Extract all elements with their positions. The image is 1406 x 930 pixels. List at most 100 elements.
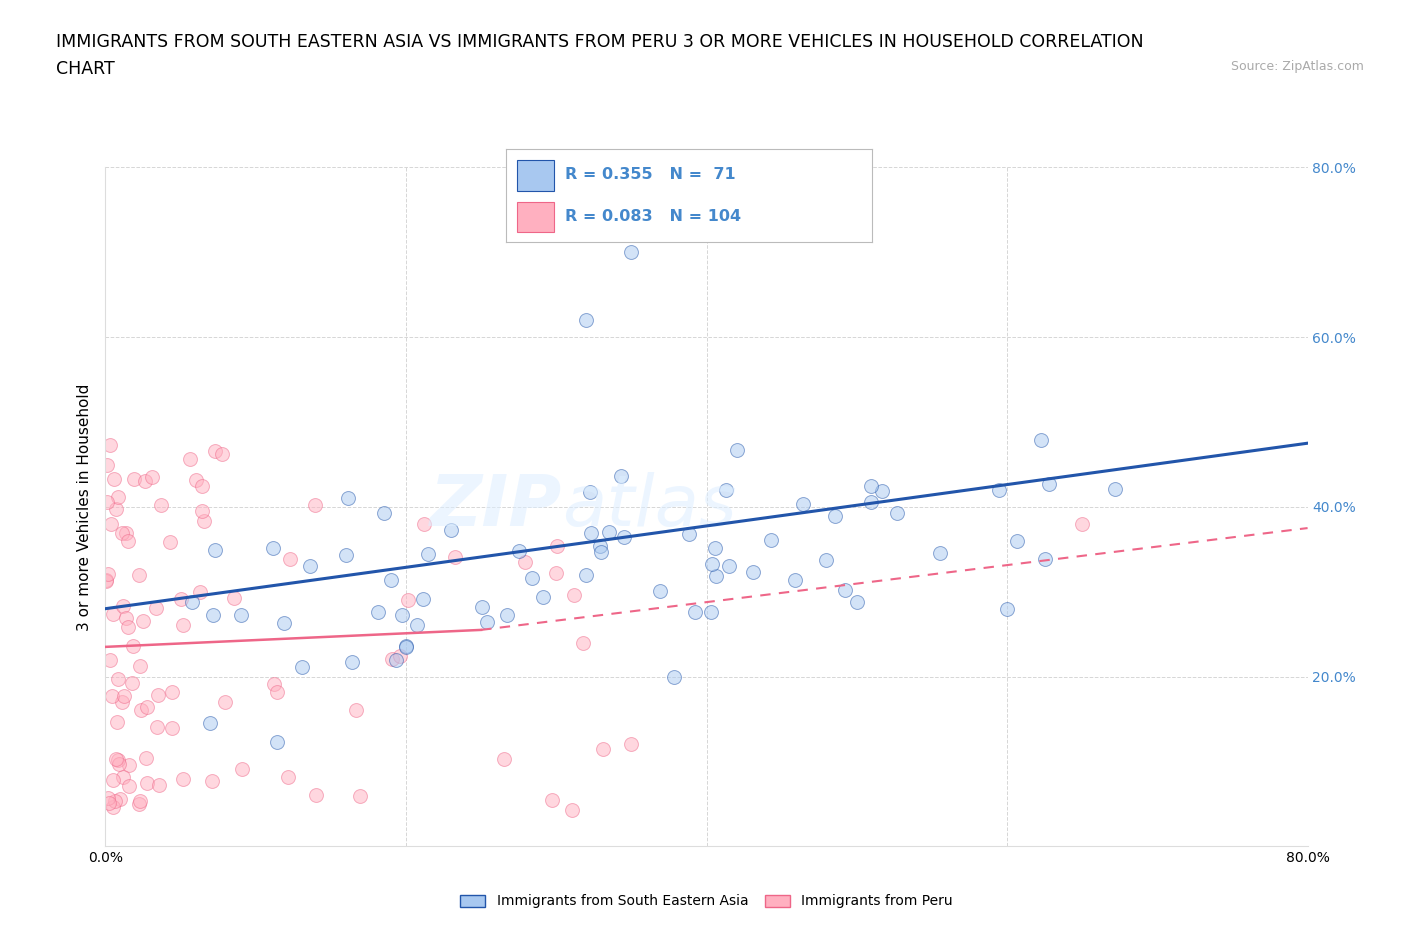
Point bbox=[118, 778, 141, 793]
Point bbox=[170, 591, 193, 606]
Point bbox=[266, 684, 288, 699]
Point bbox=[1031, 432, 1053, 447]
Point bbox=[149, 498, 172, 512]
Point bbox=[129, 658, 152, 673]
Point bbox=[561, 802, 583, 817]
Point bbox=[160, 684, 183, 699]
Point bbox=[1005, 534, 1028, 549]
Point bbox=[160, 721, 183, 736]
Point bbox=[544, 566, 567, 581]
Point bbox=[128, 793, 150, 808]
Point bbox=[620, 737, 643, 751]
Text: Source: ZipAtlas.com: Source: ZipAtlas.com bbox=[1230, 60, 1364, 73]
Point bbox=[416, 546, 439, 561]
Point bbox=[824, 508, 846, 523]
Point bbox=[610, 469, 633, 484]
Point bbox=[575, 567, 598, 582]
Point bbox=[180, 594, 202, 609]
Point bbox=[111, 525, 134, 540]
Point bbox=[620, 245, 643, 259]
Point bbox=[700, 604, 723, 619]
Point bbox=[1104, 482, 1126, 497]
Point bbox=[112, 688, 135, 703]
Point bbox=[513, 555, 536, 570]
Point bbox=[664, 670, 686, 684]
Point bbox=[405, 618, 427, 632]
Point bbox=[613, 529, 636, 544]
Point bbox=[475, 615, 498, 630]
Point bbox=[104, 501, 127, 516]
Point bbox=[135, 751, 157, 765]
Point bbox=[520, 570, 543, 585]
Point bbox=[108, 756, 131, 771]
Point bbox=[598, 525, 620, 539]
Point bbox=[589, 538, 612, 553]
Point bbox=[380, 572, 402, 587]
Point bbox=[107, 671, 129, 686]
Point bbox=[716, 483, 738, 498]
Point bbox=[262, 540, 284, 555]
Point bbox=[562, 588, 585, 603]
Point bbox=[546, 538, 568, 553]
Point bbox=[136, 776, 159, 790]
Point bbox=[103, 472, 125, 486]
Point bbox=[122, 472, 145, 486]
Point bbox=[995, 602, 1018, 617]
Point bbox=[96, 458, 118, 472]
Legend: Immigrants from South Eastern Asia, Immigrants from Peru: Immigrants from South Eastern Asia, Immi… bbox=[456, 889, 957, 914]
Point bbox=[391, 607, 413, 622]
Point bbox=[211, 446, 233, 461]
Point bbox=[117, 758, 139, 773]
Point bbox=[335, 548, 357, 563]
Point bbox=[145, 720, 167, 735]
Point bbox=[273, 615, 295, 630]
Point bbox=[146, 688, 169, 703]
Point bbox=[188, 585, 211, 600]
Text: ZIP: ZIP bbox=[430, 472, 562, 541]
Point bbox=[107, 490, 129, 505]
Point bbox=[191, 503, 214, 518]
Point bbox=[96, 573, 118, 588]
Point bbox=[815, 552, 838, 567]
Point bbox=[299, 558, 322, 573]
Point bbox=[860, 495, 883, 510]
Text: CHART: CHART bbox=[56, 60, 115, 78]
Point bbox=[117, 534, 139, 549]
Point bbox=[396, 593, 419, 608]
Point bbox=[204, 542, 226, 557]
Point bbox=[385, 653, 408, 668]
Point bbox=[278, 551, 301, 566]
Point bbox=[222, 591, 245, 605]
Point bbox=[94, 573, 117, 588]
Point bbox=[571, 636, 593, 651]
Point bbox=[277, 769, 299, 784]
Point bbox=[121, 675, 143, 690]
Point bbox=[508, 544, 530, 559]
Point bbox=[266, 734, 288, 749]
Point bbox=[834, 583, 856, 598]
Point bbox=[412, 591, 434, 606]
Point bbox=[591, 544, 613, 559]
Point bbox=[846, 594, 869, 609]
Point bbox=[111, 769, 134, 784]
Point bbox=[101, 688, 124, 703]
Point bbox=[412, 517, 434, 532]
Point bbox=[134, 474, 156, 489]
Point bbox=[495, 607, 517, 622]
Point bbox=[870, 484, 893, 498]
Point bbox=[685, 604, 707, 619]
FancyBboxPatch shape bbox=[517, 160, 554, 191]
Point bbox=[367, 604, 389, 619]
Point bbox=[1033, 551, 1056, 566]
Point bbox=[104, 793, 127, 808]
Point bbox=[388, 648, 411, 663]
Point bbox=[342, 655, 364, 670]
FancyBboxPatch shape bbox=[517, 202, 554, 232]
Point bbox=[540, 792, 562, 807]
Point bbox=[145, 601, 167, 616]
Point bbox=[344, 703, 367, 718]
Point bbox=[717, 559, 740, 574]
Point bbox=[783, 572, 806, 587]
Point bbox=[886, 506, 908, 521]
Point bbox=[706, 568, 728, 583]
